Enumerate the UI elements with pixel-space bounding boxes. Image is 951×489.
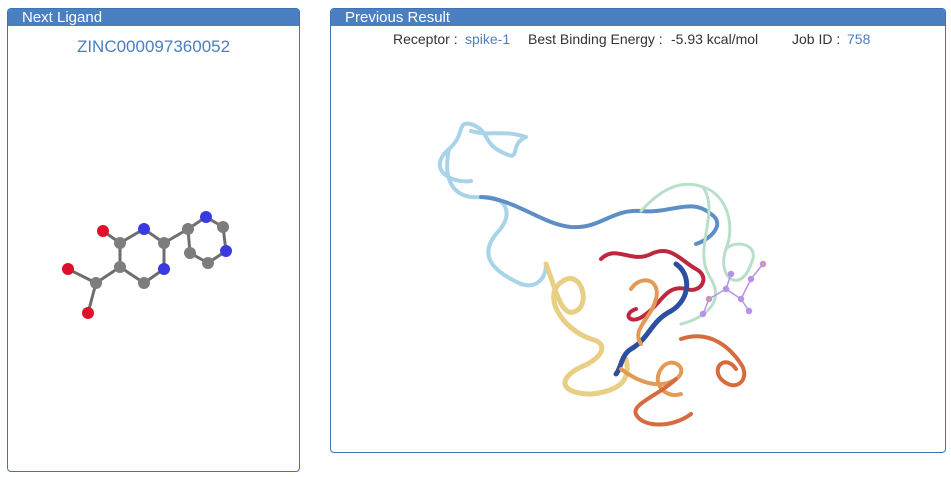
atom-nitrogen [220,245,232,257]
atom-carbon [202,257,214,269]
previous-result-header: Previous Result [331,9,945,26]
atom-carbon [184,247,196,259]
next-ligand-panel: Next Ligand ZINC000097360052 [7,8,300,472]
ribbon-orange [619,278,684,397]
job-label: Job ID : [792,31,841,47]
energy-label: Best Binding Energy : [528,31,663,47]
protein-structure-viewer[interactable] [331,49,945,449]
atom-carbon [114,237,126,249]
atom-oxygen [82,307,94,319]
ribbon-coral [633,334,747,427]
ribbon-light-blue [438,121,548,288]
atom-nitrogen [138,223,150,235]
job-value[interactable]: 758 [847,31,871,47]
atom-carbon [114,261,126,273]
ligand-id[interactable]: ZINC000097360052 [76,37,231,56]
atom-carbon [90,277,102,289]
ribbon-gold [543,261,630,397]
receptor-value[interactable]: spike-1 [465,31,511,47]
atom-carbon [138,277,150,289]
atom-carbon [182,223,194,235]
atom-carbon [158,237,170,249]
previous-result-panel: Previous Result Receptor : spike-1 Best … [330,8,946,453]
ligand-structure-viewer[interactable] [8,31,299,471]
atom-carbon [217,221,229,233]
atom-nitrogen [158,263,170,275]
next-ligand-header: Next Ligand [8,9,299,26]
ribbon-navy [613,261,690,377]
atom-oxygen [62,263,74,275]
ligand-pose [699,260,767,318]
atom-nitrogen [200,211,212,223]
atom-oxygen [97,225,109,237]
ribbon-crimson [599,249,706,322]
receptor-label: Receptor : [393,31,458,47]
ribbon-steel-blue [479,195,720,246]
energy-value: -5.93 kcal/mol [671,31,759,47]
